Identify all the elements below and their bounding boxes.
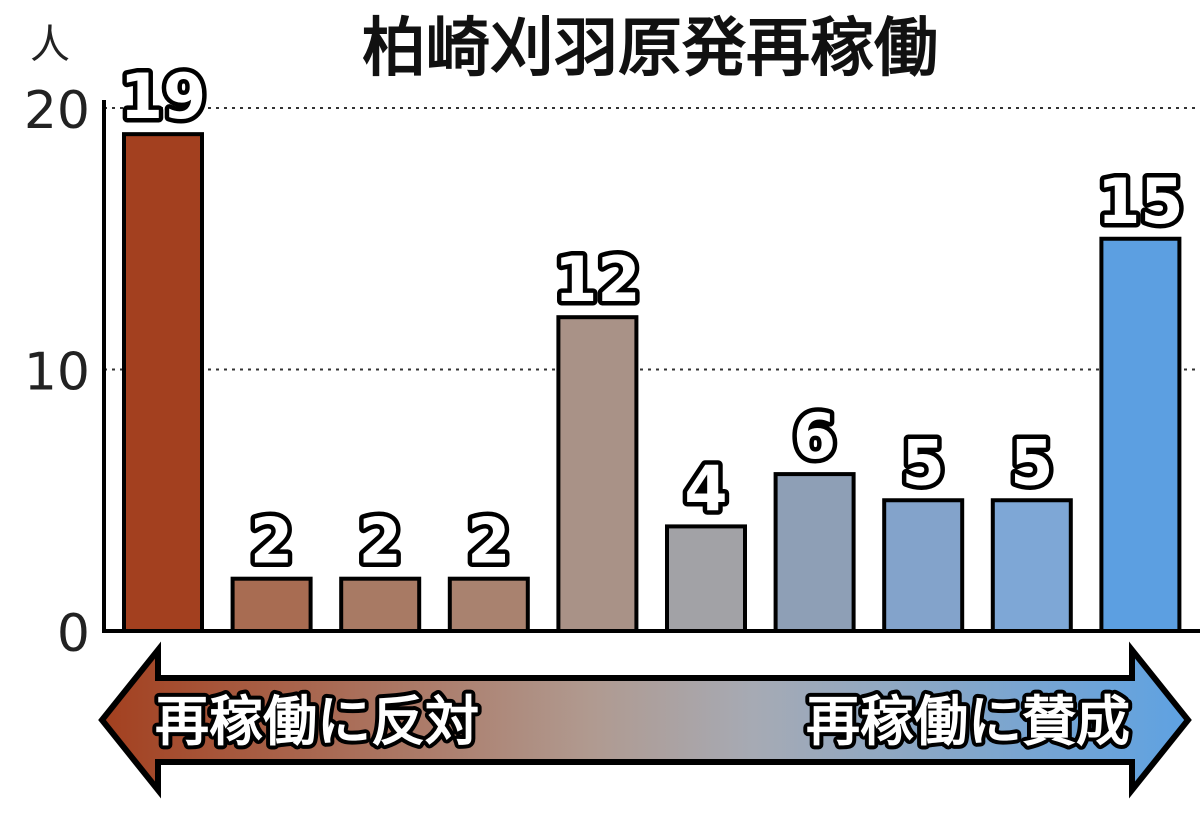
bar: [882, 498, 965, 633]
bar: [339, 576, 422, 634]
data-label: 2: [467, 505, 510, 578]
data-label: 2: [359, 505, 402, 578]
data-label: 2: [250, 505, 293, 578]
data-label: 4: [684, 452, 727, 525]
scale-arrow-shape: [98, 641, 1192, 799]
bar: [556, 315, 639, 633]
data-label: 19: [120, 60, 206, 133]
y-tick-label: 20: [24, 81, 90, 141]
bar: [447, 576, 530, 634]
bar: [990, 498, 1073, 633]
scale-arrow: 再稼働に反対 再稼働に賛成: [98, 641, 1192, 799]
gridlines: [104, 107, 1200, 371]
data-label: 15: [1097, 165, 1183, 238]
data-label: 12: [554, 243, 640, 316]
y-tick-labels: 0 10 20: [24, 81, 90, 664]
bar: [122, 132, 204, 633]
scale-left-label: 再稼働に反対: [155, 690, 479, 753]
bar: [230, 576, 313, 634]
scale-right-label: 再稼働に賛成: [806, 690, 1130, 753]
bar: [773, 472, 856, 633]
bar: [1099, 236, 1182, 633]
data-label: 5: [902, 426, 945, 499]
y-tick-label: 0: [57, 604, 90, 664]
y-axis-unit: 人: [30, 22, 70, 68]
chart-title: 柏崎刈羽原発再稼働: [362, 12, 938, 86]
data-label: 5: [1010, 426, 1053, 499]
y-tick-label: 10: [24, 343, 90, 403]
data-label: 6: [793, 400, 836, 473]
bar: [665, 524, 747, 634]
bars: [122, 132, 1182, 634]
